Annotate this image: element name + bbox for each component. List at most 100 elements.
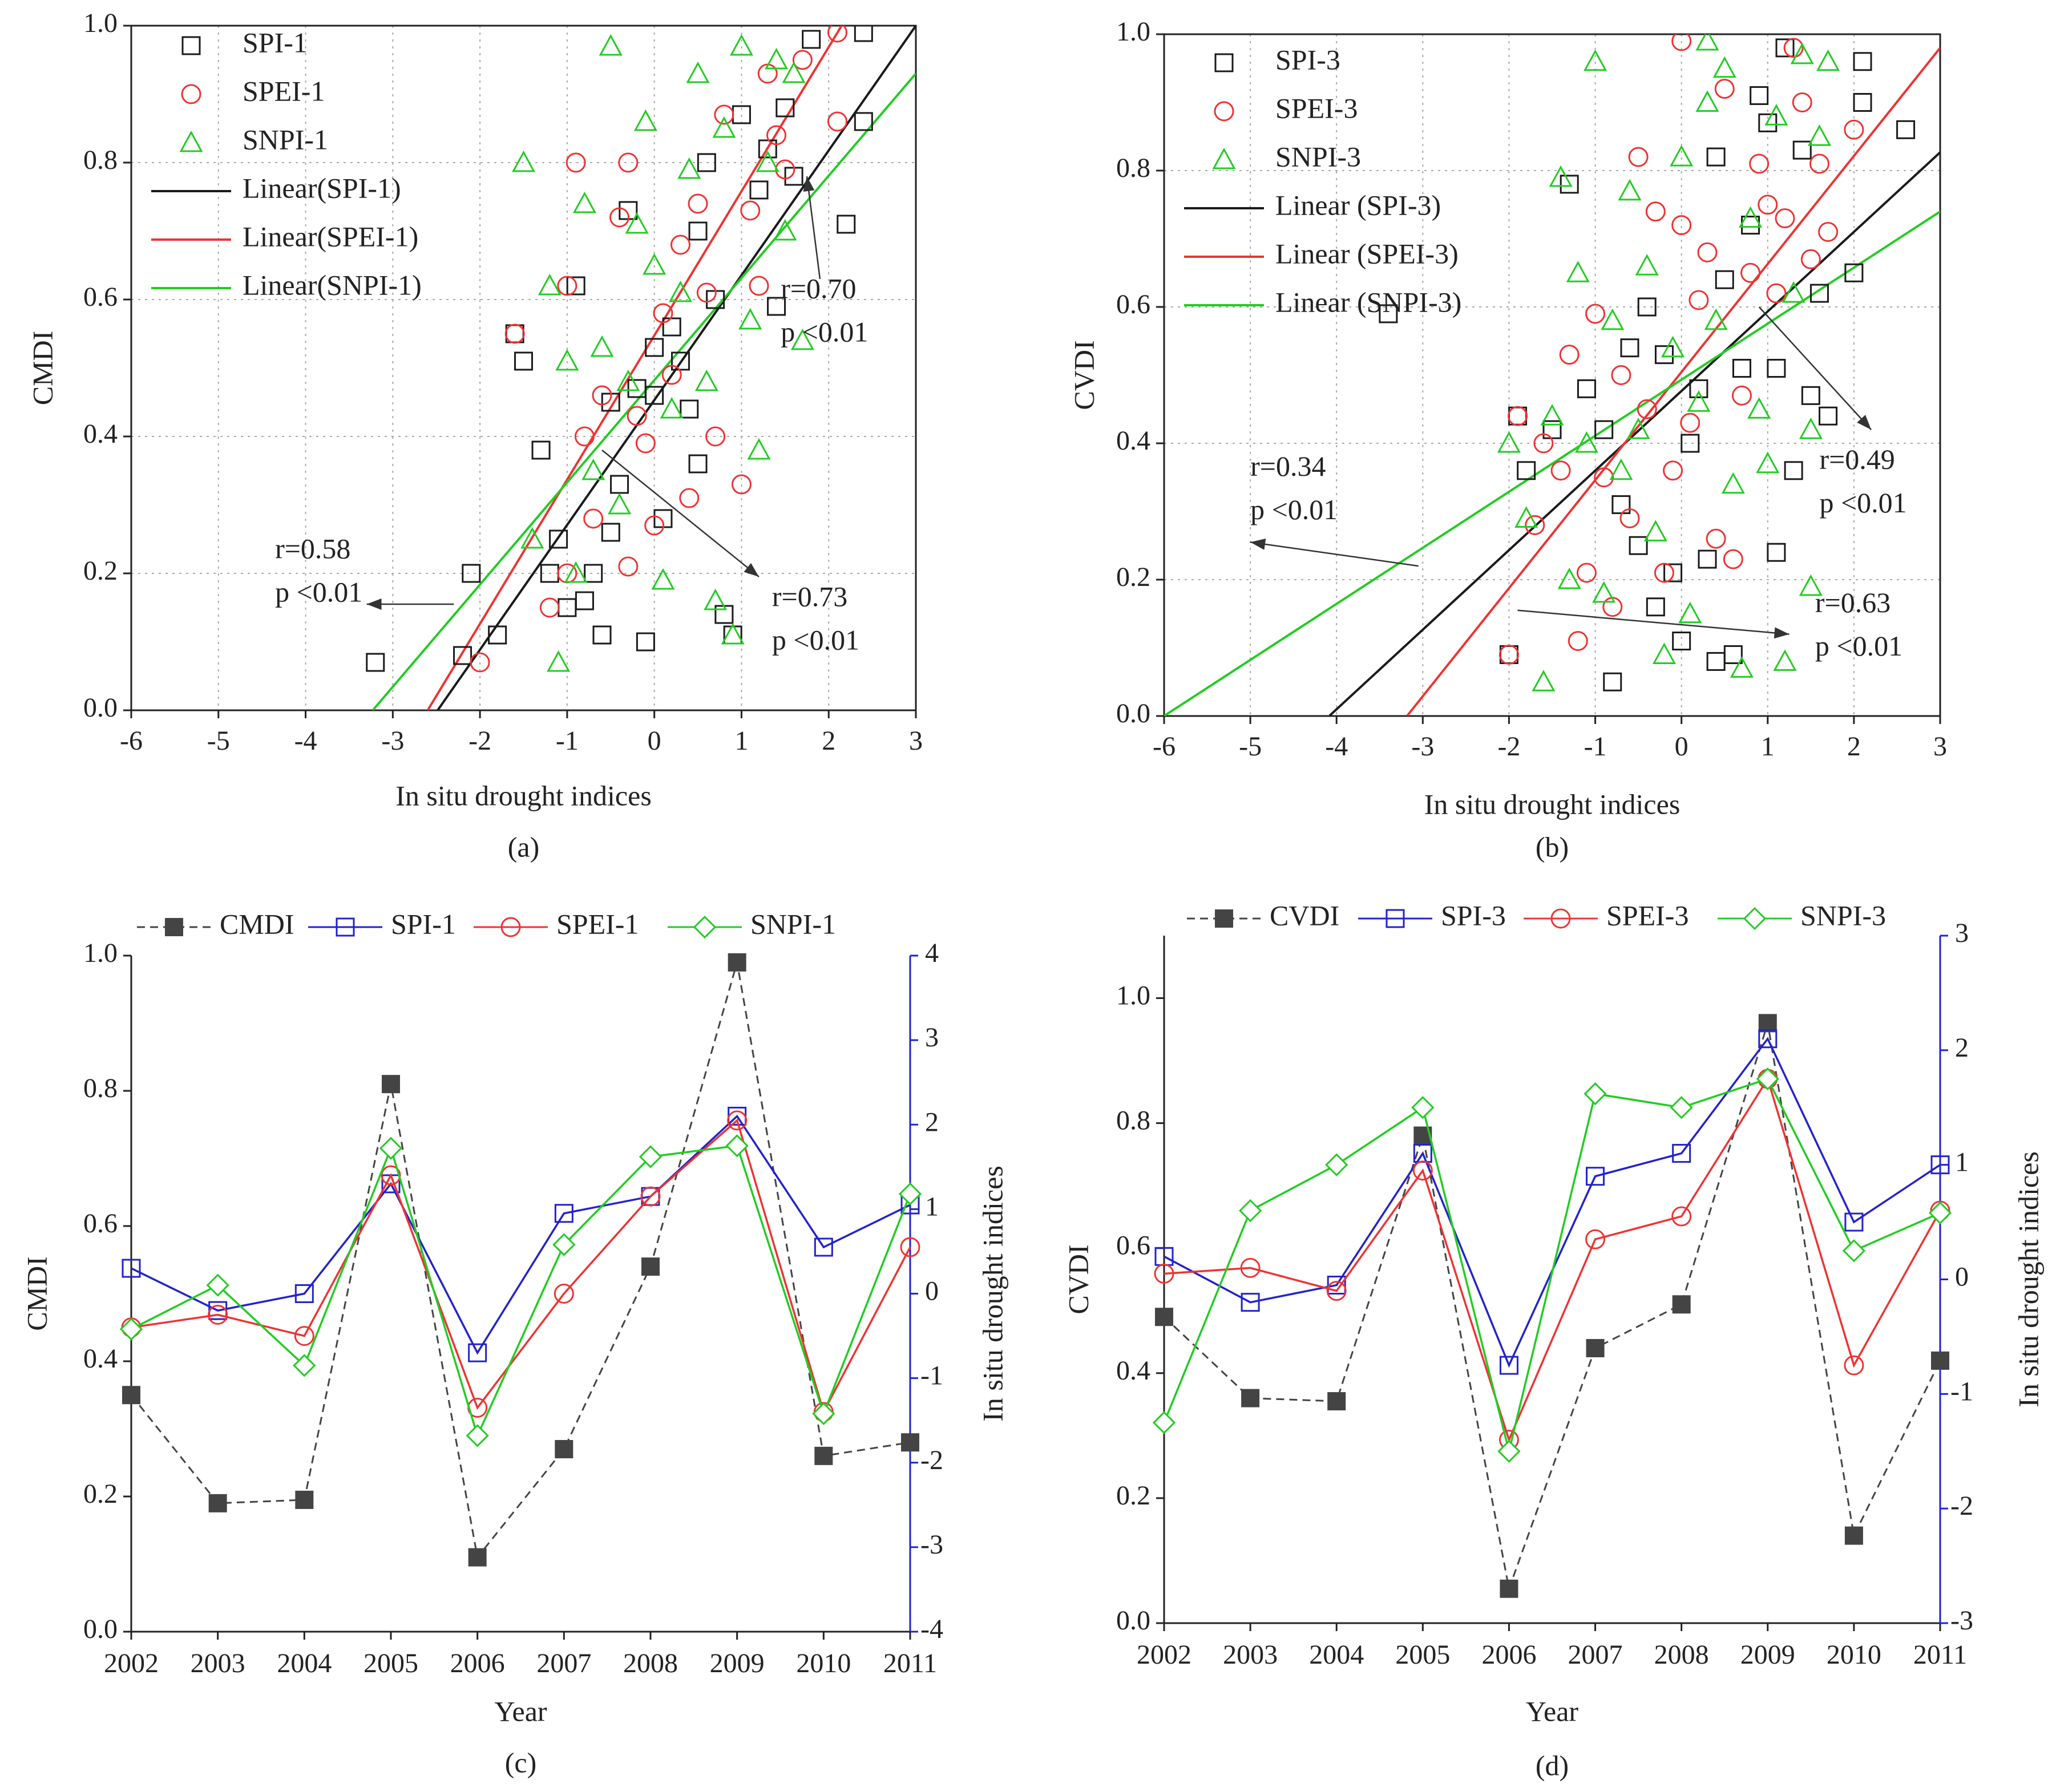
legend-label: SPI-1: [391, 908, 456, 940]
point-spei-3: [1731, 385, 1752, 406]
annotation-p: p <0.01: [781, 315, 868, 347]
x-tick-label: 3: [1933, 731, 1947, 762]
point-spei-3: [1844, 1355, 1864, 1376]
y-tick-label: 0.4: [83, 419, 118, 449]
x-tick-label: -3: [1411, 731, 1434, 762]
point-spei-3: [1714, 79, 1735, 99]
point-spi-3: [1819, 406, 1838, 426]
y-tick-label: 0.2: [1116, 1480, 1150, 1511]
point-spei-1: [557, 276, 577, 296]
fit-line-0: [1328, 151, 1940, 716]
point-spi-1: [697, 153, 716, 172]
y-tick-label: 0.0: [1116, 1605, 1150, 1636]
point-spei-3: [1533, 433, 1554, 454]
point-snpi-1: [747, 438, 771, 460]
point-snpi-3: [1325, 1153, 1348, 1176]
series-line-spi-1: [131, 1114, 911, 1355]
point-spei-3: [1637, 399, 1657, 419]
y2-tick-label: -2: [1950, 1491, 1973, 1521]
point-spi-3: [1723, 645, 1743, 664]
point-spi-1: [758, 139, 777, 159]
point-spi-1: [601, 523, 620, 542]
x-tick-label: -2: [468, 726, 491, 756]
point-spi-1: [366, 653, 385, 672]
point-snpi-1: [898, 1182, 922, 1206]
x-tick-label: 1: [734, 726, 748, 756]
x-tick-label: 2006: [1481, 1640, 1536, 1670]
point-spi-3: [1844, 263, 1864, 282]
y-axis-label: CVDI: [1062, 1244, 1094, 1314]
point-spei-1: [618, 556, 639, 577]
point-snpi-1: [812, 1402, 835, 1425]
y2-tick-label: 4: [925, 938, 939, 968]
x-tick-label: -4: [294, 726, 317, 756]
point-spei-3: [1749, 153, 1770, 174]
point-spi-3: [1706, 652, 1726, 671]
annotation-arrow-head: [1250, 539, 1266, 550]
x-tick-label: -2: [1497, 731, 1520, 762]
point-snpi-1: [633, 109, 657, 131]
series-line-snpi-3: [1163, 1077, 1941, 1452]
point-spei-1: [574, 426, 595, 447]
point-snpi-1: [721, 622, 745, 645]
y2-tick-label: -3: [1950, 1605, 1973, 1636]
legend-marker: [181, 84, 201, 104]
point-spi-1: [854, 112, 873, 131]
point-spei-3: [1619, 508, 1640, 528]
annotation-arrow-head: [1857, 415, 1872, 430]
x-tick-label: 2004: [277, 1648, 332, 1678]
y2-tick-label: 1: [925, 1191, 939, 1221]
point-snpi-1: [729, 34, 753, 56]
panel-label: (a): [508, 831, 540, 863]
point-snpi-3: [1670, 144, 1694, 167]
point-snpi-3: [1549, 165, 1573, 187]
x-tick-label: 2: [822, 726, 835, 756]
y-tick-label: 0.0: [83, 693, 118, 723]
point-spei-3: [1800, 249, 1821, 269]
point-spei-1: [705, 426, 726, 447]
point-spi-1: [294, 1284, 314, 1303]
point-spi-3: [1327, 1276, 1346, 1295]
point-spi-3: [1930, 1155, 1950, 1175]
point-spei-3: [1585, 1229, 1606, 1249]
point-snpi-3: [1678, 601, 1702, 624]
point-spei-3: [1412, 1160, 1433, 1181]
y-tick-label: 0.2: [1116, 562, 1150, 592]
annotation-r: r=0.58: [275, 532, 350, 564]
y-tick-label: 0.8: [83, 1073, 118, 1103]
point-spei-3: [1775, 208, 1795, 229]
legend-marker: [1214, 101, 1234, 122]
point-snpi-3: [1592, 581, 1616, 603]
legend-label: Linear(SNPI-1): [243, 269, 422, 301]
x-tick-label: 2: [1847, 731, 1861, 762]
point-spei-1: [618, 152, 639, 173]
point-snpi-1: [773, 219, 797, 241]
point-spei-1: [688, 193, 708, 214]
legend-marker: [1215, 909, 1233, 928]
point-spi-3: [1560, 175, 1579, 194]
point-spi-3: [1801, 386, 1820, 405]
point-spi-3: [1750, 86, 1769, 106]
point-spi-1: [531, 440, 551, 460]
series-line-spi-3: [1164, 1037, 1941, 1368]
point-cvdi: [1758, 1014, 1777, 1033]
annotation-r: r=0.49: [1819, 443, 1895, 475]
point-spei-3: [1809, 153, 1829, 174]
point-snpi-3: [1411, 1096, 1435, 1119]
y2-tick-label: -1: [1950, 1376, 1973, 1406]
point-spi-3: [1379, 304, 1398, 323]
point-spei-1: [592, 385, 612, 406]
y2-tick-label: 3: [1955, 918, 1969, 948]
panel-label: (b): [1536, 831, 1569, 863]
y-tick-label: 0.4: [1116, 426, 1150, 456]
point-spi-1: [575, 591, 594, 610]
y2-tick-label: 0: [925, 1276, 939, 1306]
point-spei-3: [1740, 262, 1761, 283]
point-spei-1: [504, 323, 525, 344]
point-spei-3: [1818, 222, 1839, 242]
point-snpi-3: [1626, 417, 1650, 439]
point-spi-1: [610, 475, 629, 494]
x-tick-label: 2011: [883, 1648, 937, 1678]
point-spi-1: [854, 26, 873, 42]
point-snpi-1: [608, 492, 632, 515]
